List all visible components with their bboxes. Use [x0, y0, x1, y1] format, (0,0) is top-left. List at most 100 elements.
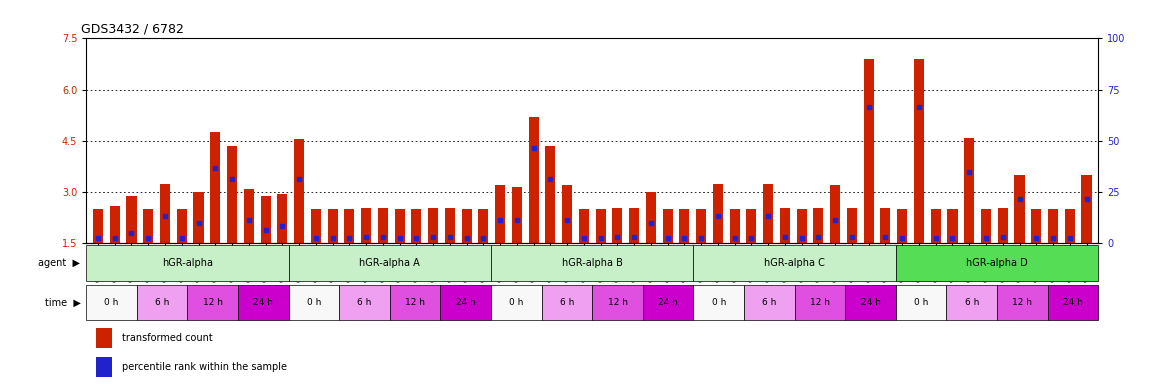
Bar [930, 209, 941, 243]
Bar [261, 195, 270, 243]
Bar [86, 245, 289, 281]
Text: 24 h: 24 h [658, 298, 678, 307]
Bar [896, 285, 946, 320]
Bar [542, 285, 592, 320]
Bar [210, 132, 221, 243]
Bar [592, 285, 643, 320]
Bar [964, 137, 974, 243]
Bar [795, 285, 845, 320]
Text: 24 h: 24 h [860, 298, 881, 307]
Bar [713, 184, 723, 243]
Bar [643, 285, 693, 320]
Bar [93, 209, 104, 243]
Text: hGR-alpha B: hGR-alpha B [562, 258, 622, 268]
Bar [144, 209, 153, 243]
Text: hGR-alpha C: hGR-alpha C [765, 258, 825, 268]
Bar [512, 187, 522, 243]
Text: GDS3432 / 6782: GDS3432 / 6782 [82, 23, 184, 36]
Bar [830, 185, 841, 243]
Bar [378, 208, 388, 243]
Bar [1014, 175, 1025, 243]
Bar [914, 59, 923, 243]
Bar [1032, 209, 1041, 243]
Bar [662, 209, 673, 243]
Bar [846, 208, 857, 243]
Bar [629, 208, 639, 243]
Bar [1065, 209, 1075, 243]
Bar [244, 189, 254, 243]
Bar [896, 245, 1098, 281]
Bar [744, 285, 795, 320]
Text: 12 h: 12 h [1012, 298, 1033, 307]
Bar [1048, 209, 1058, 243]
Bar [109, 206, 120, 243]
Bar [137, 285, 187, 320]
Text: 0 h: 0 h [307, 298, 321, 307]
Bar [328, 209, 338, 243]
Bar [646, 192, 656, 243]
Text: 12 h: 12 h [810, 298, 830, 307]
Bar [545, 146, 555, 243]
Bar [97, 357, 112, 377]
Text: percentile rank within the sample: percentile rank within the sample [122, 362, 286, 372]
Bar [1081, 175, 1091, 243]
Bar [864, 59, 874, 243]
Text: 6 h: 6 h [965, 298, 979, 307]
Bar [412, 209, 421, 243]
Bar [238, 285, 289, 320]
Bar [310, 209, 321, 243]
Bar [997, 285, 1048, 320]
Bar [764, 184, 773, 243]
Text: 0 h: 0 h [509, 298, 523, 307]
Bar [881, 208, 890, 243]
Bar [693, 245, 896, 281]
Text: 0 h: 0 h [105, 298, 118, 307]
Bar [981, 209, 991, 243]
Bar [797, 209, 806, 243]
Text: hGR-alpha A: hGR-alpha A [360, 258, 420, 268]
Text: hGR-alpha: hGR-alpha [162, 258, 213, 268]
Bar [277, 194, 288, 243]
Text: hGR-alpha D: hGR-alpha D [966, 258, 1028, 268]
Text: 12 h: 12 h [202, 298, 223, 307]
Bar [948, 209, 958, 243]
Bar [845, 285, 896, 320]
Bar [344, 209, 354, 243]
Bar [1048, 285, 1098, 320]
Text: 0 h: 0 h [914, 298, 928, 307]
Text: 6 h: 6 h [560, 298, 574, 307]
Bar [361, 208, 371, 243]
Bar [693, 285, 744, 320]
Bar [289, 285, 339, 320]
Bar [780, 208, 790, 243]
Bar [491, 285, 542, 320]
Bar [746, 209, 757, 243]
Bar [897, 209, 907, 243]
Bar [289, 245, 491, 281]
Text: 6 h: 6 h [358, 298, 371, 307]
Bar [461, 209, 472, 243]
Text: 0 h: 0 h [712, 298, 726, 307]
Bar [390, 285, 440, 320]
Bar [193, 192, 204, 243]
Bar [494, 185, 505, 243]
Bar [491, 245, 693, 281]
Bar [562, 185, 573, 243]
Bar [187, 285, 238, 320]
Text: 12 h: 12 h [607, 298, 628, 307]
Bar [440, 285, 491, 320]
Bar [578, 209, 589, 243]
Bar [86, 285, 137, 320]
Bar [998, 208, 1007, 243]
Text: 6 h: 6 h [155, 298, 169, 307]
Bar [339, 285, 390, 320]
Bar [946, 285, 997, 320]
Bar [813, 208, 823, 243]
Text: 24 h: 24 h [253, 298, 274, 307]
Bar [126, 195, 137, 243]
Bar [394, 209, 405, 243]
Text: 6 h: 6 h [762, 298, 776, 307]
Bar [596, 209, 606, 243]
Bar [97, 328, 112, 348]
Bar [294, 139, 304, 243]
